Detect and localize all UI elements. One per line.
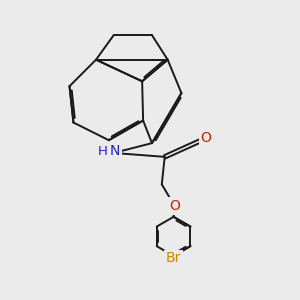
Text: O: O [169, 199, 180, 213]
Text: H: H [98, 145, 107, 158]
Text: N: N [110, 144, 120, 158]
Text: Br: Br [166, 251, 181, 265]
Text: O: O [200, 131, 211, 145]
